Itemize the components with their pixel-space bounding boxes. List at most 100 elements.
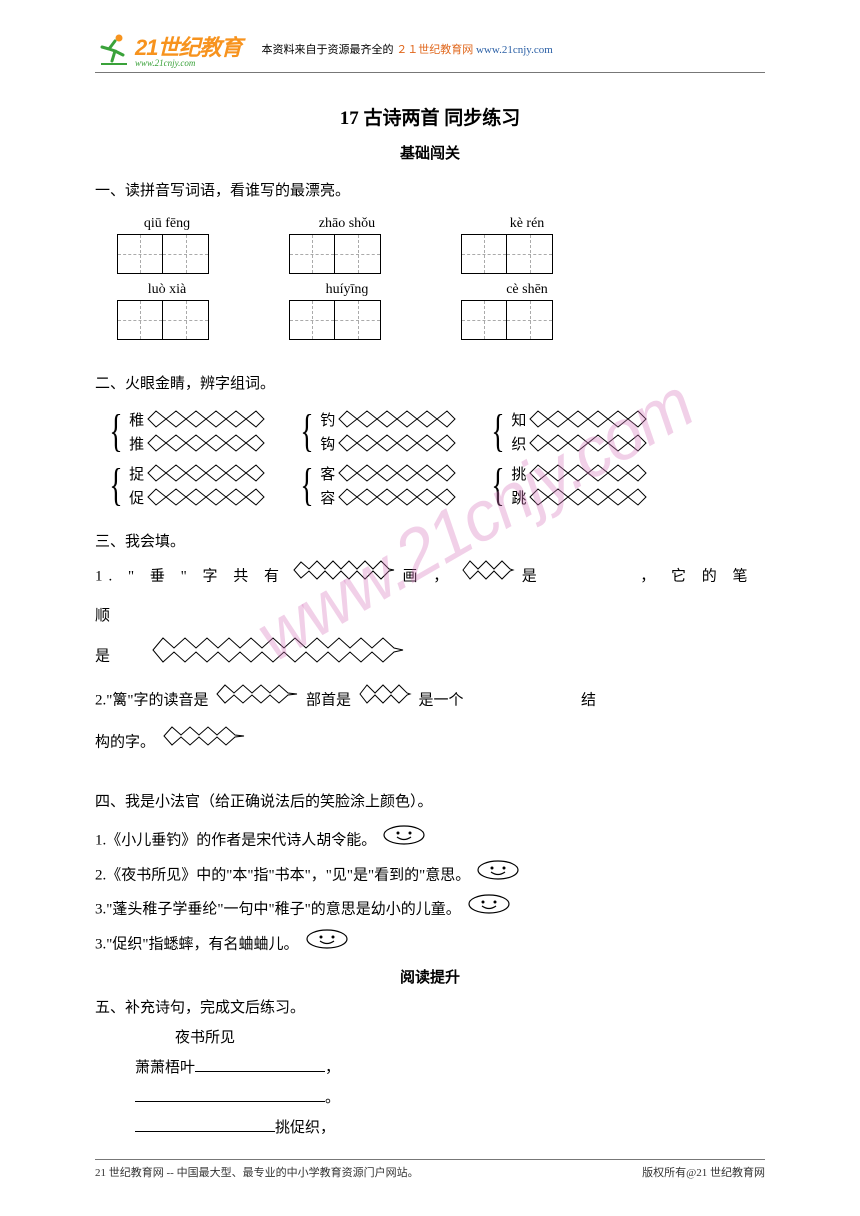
footer-left: 21 世纪教育网 -- 中国最大型、最专业的中小学教育资源门户网站。 (95, 1164, 419, 1180)
tian-row-1 (95, 234, 765, 274)
burst-blank[interactable] (355, 680, 415, 722)
header-note: 本资料来自于资源最齐全的 ２１世纪教育网 www.21cnjy.com (261, 41, 552, 57)
sec3-line1: 1. " 垂 " 字 共 有 画 ， 是 ， 它 的 笔 顺 (95, 556, 765, 634)
pair-item: 钓 (320, 408, 457, 430)
text: ， (325, 1060, 340, 1076)
judge-item: 1.《小儿垂钓》的作者是宋代诗人胡令能。 (95, 824, 765, 859)
section-3: 三、我会填。 1. " 垂 " 字 共 有 画 ， 是 ， 它 的 笔 顺 是 … (95, 530, 765, 764)
pair-row: {稚推{钓钩{知织 (95, 408, 765, 454)
page: 21世纪教育 www.21cnjy.com 本资料来自于资源最齐全的 ２１世纪教… (0, 0, 860, 1193)
smiley-icon[interactable] (467, 893, 511, 928)
tian-row-2 (95, 300, 765, 340)
pair-item: 促 (129, 486, 266, 508)
text: 是 (522, 568, 543, 584)
sec5-title: 阅读提升 (95, 966, 765, 987)
tian-pair[interactable] (117, 234, 209, 274)
burst-blank[interactable] (159, 722, 249, 764)
pair-item: 挑 (511, 462, 648, 484)
char: 跳 (511, 487, 526, 508)
judge-item: 3."蓬头稚子学垂纶"一句中"稚子"的意思是幼小的儿童。 (95, 893, 765, 928)
burst-blank[interactable] (148, 634, 408, 680)
logo-text-block: 21世纪教育 www.21cnjy.com (135, 30, 241, 68)
sec2-head: 二、火眼金睛，辨字组词。 (95, 370, 765, 399)
sec3-line2b: 构的字。 (95, 722, 765, 764)
tian-pair[interactable] (461, 234, 553, 274)
note-prefix: 本资料来自于资源最齐全的 (261, 44, 393, 56)
sec3-line1b: 是 (95, 634, 765, 680)
pair-stack: 知织 (511, 408, 648, 454)
blank-line[interactable] (135, 1118, 275, 1132)
text: 画 ， (403, 568, 455, 584)
pinyin: qiū fēnɡ (117, 216, 217, 232)
pair-stack: 挑跳 (511, 462, 648, 508)
text: 3."蓬头稚子学垂纶"一句中"稚子"的意思是幼小的儿童。 (95, 902, 461, 918)
pair-row: {捉促{客容{挑跳 (95, 462, 765, 508)
pair-col: {捉促 (105, 462, 266, 508)
section-5: 五、补充诗句，完成文后练习。 夜书所见 萧萧梧叶， 。 挑促织， (95, 993, 765, 1143)
burst-blank[interactable] (212, 680, 302, 722)
section-4: 四、我是小法官（给正确说法后的笑脸涂上颜色）。 1.《小儿垂钓》的作者是宋代诗人… (95, 790, 765, 962)
blank-line[interactable] (195, 1058, 325, 1072)
pair-item: 推 (129, 432, 266, 454)
page-header: 21世纪教育 www.21cnjy.com 本资料来自于资源最齐全的 ２１世纪教… (95, 30, 765, 73)
brace-icon: { (109, 408, 122, 454)
pair-stack: 捉促 (129, 462, 266, 508)
section-2: 二、火眼金睛，辨字组词。 {稚推{钓钩{知织{捉促{客容{挑跳 (95, 370, 765, 509)
pair-item: 跳 (511, 486, 648, 508)
smiley-icon[interactable] (382, 824, 426, 859)
pair-item: 知 (511, 408, 648, 430)
brace-icon: { (301, 462, 314, 508)
text: 构的字。 (95, 734, 155, 750)
tian-pair[interactable] (289, 300, 381, 340)
text: 。 (325, 1090, 340, 1106)
pinyin: huíyīnɡ (297, 282, 397, 298)
doc-subtitle: 基础闯关 (95, 142, 765, 163)
pair-item: 捉 (129, 462, 266, 484)
pair-stack: 钓钩 (320, 408, 457, 454)
logo: 21世纪教育 www.21cnjy.com (95, 30, 241, 68)
brace-icon: { (492, 462, 505, 508)
text: 部首是 (306, 692, 351, 708)
char: 客 (320, 463, 335, 484)
brace-icon: { (492, 408, 505, 454)
pair-col: {挑跳 (487, 462, 648, 508)
footer-right: 版权所有@21 世纪教育网 (642, 1164, 765, 1180)
char: 织 (511, 433, 526, 454)
text: 挑促织， (275, 1120, 335, 1136)
tian-pair[interactable] (289, 234, 381, 274)
char: 捉 (129, 463, 144, 484)
tian-pair[interactable] (461, 300, 553, 340)
text: 结 (581, 692, 596, 708)
char: 促 (129, 487, 144, 508)
char: 挑 (511, 463, 526, 484)
pair-stack: 稚推 (129, 408, 266, 454)
burst-blank[interactable] (458, 556, 518, 598)
text: 萧萧梧叶 (135, 1060, 195, 1076)
pinyin: luò xià (117, 282, 217, 298)
sec3-line2: 2."篱"字的读音是 部首是 是一个 结 (95, 680, 765, 722)
sec4-head: 四、我是小法官（给正确说法后的笑脸涂上颜色）。 (95, 790, 765, 814)
pinyin: cè shēn (477, 282, 577, 298)
char: 推 (129, 433, 144, 454)
pair-col: {知织 (487, 408, 648, 454)
text: 1.《小儿垂钓》的作者是宋代诗人胡令能。 (95, 833, 376, 849)
note-hl2: www.21cnjy.com (476, 44, 553, 56)
blank-line[interactable] (135, 1088, 325, 1102)
pair-item: 钩 (320, 432, 457, 454)
burst-blank[interactable] (289, 556, 399, 598)
sec3-head: 三、我会填。 (95, 530, 765, 554)
poem-line-2: 。 (95, 1083, 765, 1113)
smiley-icon[interactable] (476, 859, 520, 894)
smiley-icon[interactable] (305, 928, 349, 963)
text: 是一个 (419, 692, 464, 708)
pair-item: 织 (511, 432, 648, 454)
char: 容 (320, 487, 335, 508)
doc-title: 17 古诗两首 同步练习 (95, 103, 765, 130)
tian-pair[interactable] (117, 300, 209, 340)
pair-col: {稚推 (105, 408, 266, 454)
char: 知 (511, 409, 526, 430)
pair-item: 容 (320, 486, 457, 508)
text: 2.《夜书所见》中的"本"指"书本"，"见"是"看到的"意思。 (95, 867, 470, 883)
runner-icon (95, 31, 131, 67)
pair-item: 客 (320, 462, 457, 484)
